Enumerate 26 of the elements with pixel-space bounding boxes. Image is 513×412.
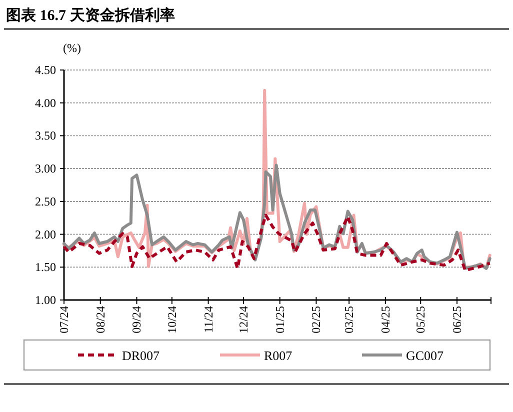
x-tick-label: 06/25	[450, 306, 464, 334]
x-tick-label: 04/25	[378, 306, 392, 334]
x-tick-label: 12/24	[236, 306, 250, 334]
y-tick-label: 3.00	[35, 162, 56, 176]
line-series	[62, 214, 492, 272]
legend-label: R007	[264, 348, 293, 363]
chart-title: 图表 16.7 天资金拆借利率	[6, 6, 175, 24]
x-tick-label: 03/25	[342, 306, 356, 334]
y-tick-label: 2.50	[35, 194, 56, 208]
legend-label: GC007	[406, 348, 444, 363]
x-tick-label: 05/25	[414, 306, 428, 334]
x-tick-label: 08/24	[93, 306, 108, 334]
x-tick-label: 01/25	[272, 306, 287, 334]
x-tick-label: 10/24	[164, 306, 179, 334]
x-tick-label: 07/24	[57, 306, 71, 334]
y-tick-label: 2.00	[35, 227, 56, 242]
x-tick-label: 02/25	[309, 306, 324, 334]
y-tick-label: 1.50	[35, 260, 56, 274]
y-tick-label: 4.00	[35, 96, 56, 110]
y-tick-label: 4.50	[35, 63, 56, 77]
y-tick-label: 1.00	[35, 293, 56, 307]
legend-label: DR007	[122, 348, 160, 363]
y-axis-title: (%)	[63, 41, 81, 55]
x-tick-label: 11/24	[201, 306, 216, 333]
y-tick-label: 3.50	[35, 128, 56, 143]
x-tick-label: 09/24	[130, 306, 144, 334]
